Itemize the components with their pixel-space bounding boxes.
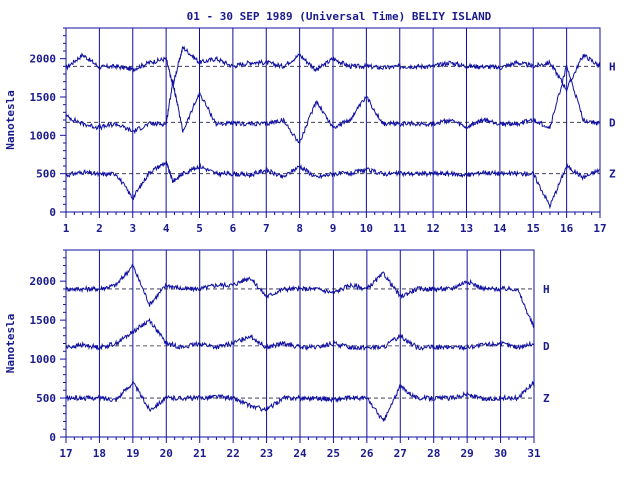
chart-title: 01 - 30 SEP 1989 (Universal Time) BELIY … bbox=[187, 10, 492, 23]
x-tick-label: 5 bbox=[196, 222, 203, 235]
component-label-D: D bbox=[543, 340, 550, 353]
y-tick-label: 1000 bbox=[30, 129, 57, 142]
x-tick-label: 19 bbox=[126, 447, 139, 460]
y-axis-label: Nanotesla bbox=[4, 90, 17, 150]
y-axis: 0 500 1000 1500 2000 bbox=[30, 249, 66, 444]
x-tick-label: 8 bbox=[296, 222, 303, 235]
y-tick-label: 1500 bbox=[30, 314, 57, 327]
x-tick-label: 21 bbox=[193, 447, 207, 460]
x-tick-label: 31 bbox=[527, 447, 541, 460]
series-line-Z bbox=[65, 379, 535, 422]
x-tick-label: 2 bbox=[96, 222, 103, 235]
component-label-Z: Z bbox=[609, 168, 616, 181]
x-tick-label: 16 bbox=[560, 222, 574, 235]
x-tick-label: 30 bbox=[494, 447, 507, 460]
x-tick-label: 24 bbox=[293, 447, 307, 460]
y-tick-label: 2000 bbox=[30, 53, 57, 66]
x-tick-label: 26 bbox=[360, 447, 374, 460]
x-tick-label: 27 bbox=[394, 447, 407, 460]
panel-2: 0 500 1000 1500 2000 Nanotesla 17 18 19 20 21 22 23 2… bbox=[4, 249, 550, 460]
x-tick-label: 15 bbox=[527, 222, 540, 235]
x-tick-label: 28 bbox=[427, 447, 440, 460]
x-tick-label: 22 bbox=[227, 447, 240, 460]
x-tick-label: 1 bbox=[63, 222, 70, 235]
x-tick-label: 18 bbox=[93, 447, 106, 460]
x-tick-label: 20 bbox=[160, 447, 173, 460]
x-tick-label: 13 bbox=[460, 222, 473, 235]
series-line-D bbox=[65, 63, 601, 146]
x-axis: 17 18 19 20 21 22 23 24 25 26 27 28 29 30 31 bbox=[59, 437, 541, 460]
y-axis-label: Nanotesla bbox=[4, 314, 17, 374]
x-tick-label: 7 bbox=[263, 222, 270, 235]
x-tick-label: 9 bbox=[330, 222, 337, 235]
x-tick-label: 17 bbox=[59, 447, 72, 460]
series-line-H bbox=[65, 263, 535, 329]
series-line-D bbox=[65, 317, 535, 352]
y-tick-label: 2000 bbox=[30, 275, 57, 288]
x-tick-label: 25 bbox=[327, 447, 340, 460]
x-tick-label: 17 bbox=[593, 222, 606, 235]
x-tick-label: 10 bbox=[360, 222, 373, 235]
x-tick-label: 6 bbox=[230, 222, 237, 235]
component-label-H: H bbox=[609, 60, 616, 73]
y-tick-label: 1000 bbox=[30, 353, 57, 366]
x-tick-label: 23 bbox=[260, 447, 273, 460]
y-tick-label: 500 bbox=[36, 168, 56, 181]
y-tick-label: 0 bbox=[49, 431, 56, 444]
y-tick-label: 0 bbox=[49, 206, 56, 219]
series-line-H bbox=[65, 45, 601, 93]
series-line-Z bbox=[65, 159, 601, 210]
x-tick-label: 29 bbox=[461, 447, 474, 460]
component-label-H: H bbox=[543, 283, 550, 296]
component-label-Z: Z bbox=[543, 392, 550, 405]
x-axis: 1 2 3 4 5 6 7 8 9 10 11 12 13 14 15 16 17 bbox=[63, 212, 607, 235]
y-axis: 0 500 1000 1500 2000 bbox=[30, 27, 66, 219]
y-tick-label: 1500 bbox=[30, 91, 57, 104]
x-tick-label: 11 bbox=[393, 222, 407, 235]
x-tick-label: 14 bbox=[493, 222, 507, 235]
x-tick-label: 3 bbox=[129, 222, 136, 235]
y-tick-label: 500 bbox=[36, 392, 56, 405]
component-label-D: D bbox=[609, 116, 616, 129]
x-tick-label: 4 bbox=[163, 222, 170, 235]
x-tick-label: 12 bbox=[427, 222, 440, 235]
